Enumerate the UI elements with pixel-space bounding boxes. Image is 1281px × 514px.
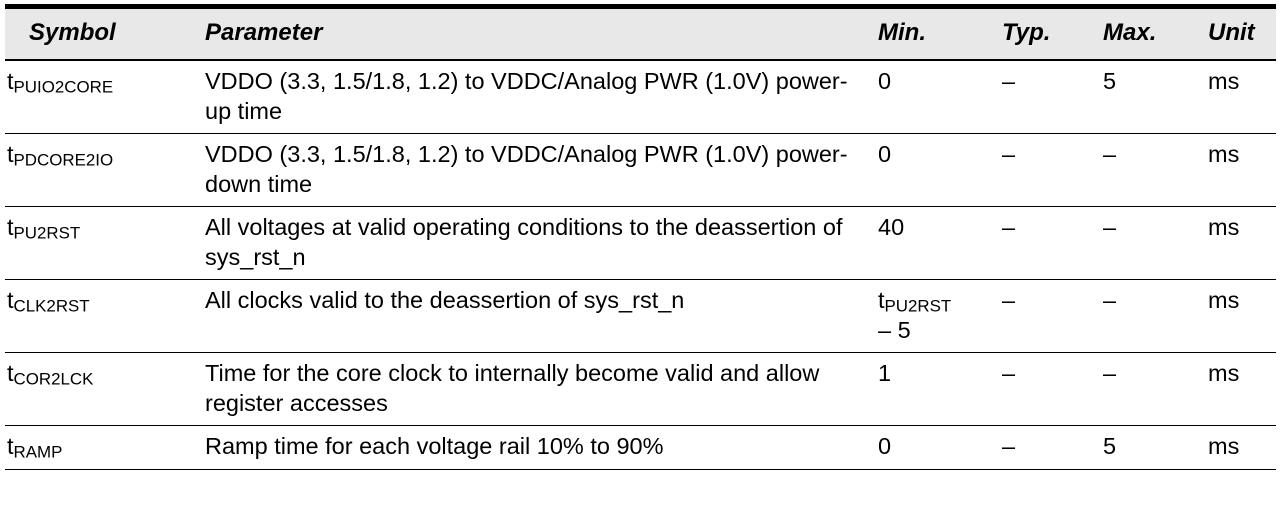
- table-row: tCOR2LCK Time for the core clock to inter…: [5, 352, 1276, 427]
- cell-min: 0: [878, 425, 1002, 471]
- symbol-subscript: PU2RST: [884, 296, 952, 316]
- cell-max: –: [1103, 279, 1208, 354]
- cell-max: –: [1103, 206, 1208, 280]
- cell-parameter: Ramp time for each voltage rail 10% to 9…: [205, 425, 878, 471]
- cell-typ: –: [1002, 279, 1103, 354]
- timing-parameters-table: Symbol Parameter Min. Typ. Max. Unit tPUIO2CO…: [5, 3, 1276, 471]
- cell-symbol: tPDCORE2IO: [5, 133, 205, 207]
- timing-table-container: Symbol Parameter Min. Typ. Max. Unit tPUIO2CO…: [5, 3, 1276, 471]
- column-header-unit: Unit: [1208, 3, 1276, 61]
- cell-unit: ms: [1208, 133, 1276, 207]
- symbol-subscript: COR2LCK: [13, 370, 94, 390]
- table-body: tPUIO2CORE VDDO (3.3, 1.5/1.8, 1.2) to VD…: [5, 59, 1276, 471]
- cell-symbol: tCLK2RST: [5, 279, 205, 354]
- cell-symbol: tRAMP: [5, 425, 205, 471]
- symbol-base: t: [7, 213, 14, 240]
- cell-unit: ms: [1208, 59, 1276, 134]
- table-row: tPU2RST All voltages at valid operating c…: [5, 206, 1276, 280]
- cell-parameter: VDDO (3.3, 1.5/1.8, 1.2) to VDDC/Analog …: [205, 59, 878, 134]
- symbol-base: t: [7, 140, 14, 167]
- symbol-base: t: [878, 286, 885, 313]
- cell-max: 5: [1103, 425, 1208, 471]
- value-second-line: – 5: [878, 317, 911, 344]
- symbol-subscript: PDCORE2IO: [13, 150, 114, 170]
- symbol-base: t: [7, 67, 14, 94]
- cell-parameter: VDDO (3.3, 1.5/1.8, 1.2) to VDDC/Analog …: [205, 133, 878, 207]
- cell-max: 5: [1103, 59, 1208, 134]
- column-header-symbol: Symbol: [5, 3, 205, 61]
- symbol-subscript: PU2RST: [13, 223, 81, 243]
- cell-typ: –: [1002, 425, 1103, 471]
- cell-parameter: Time for the core clock to internally be…: [205, 352, 878, 427]
- cell-min: 0: [878, 59, 1002, 134]
- cell-parameter: All voltages at valid operating conditio…: [205, 206, 878, 280]
- column-header-min: Min.: [878, 3, 1002, 61]
- cell-unit: ms: [1208, 352, 1276, 427]
- table-row: tCLK2RST All clocks valid to the deassert…: [5, 279, 1276, 354]
- cell-max: –: [1103, 352, 1208, 427]
- cell-parameter: All clocks valid to the deassertion of s…: [205, 279, 878, 354]
- cell-typ: –: [1002, 206, 1103, 280]
- cell-min: tPU2RST – 5: [878, 279, 1002, 354]
- table-row: tRAMP Ramp time for each voltage rail 10%…: [5, 425, 1276, 471]
- cell-unit: ms: [1208, 425, 1276, 471]
- table-row: tPDCORE2IO VDDO (3.3, 1.5/1.8, 1.2) to VD…: [5, 133, 1276, 207]
- cell-unit: ms: [1208, 279, 1276, 354]
- cell-typ: –: [1002, 352, 1103, 427]
- column-header-max: Max.: [1103, 3, 1208, 61]
- symbol-base: t: [7, 286, 14, 313]
- cell-min: 0: [878, 133, 1002, 207]
- column-header-parameter: Parameter: [205, 3, 878, 61]
- symbol-subscript: PUIO2CORE: [13, 77, 114, 97]
- cell-symbol: tPUIO2CORE: [5, 59, 205, 134]
- cell-min: 40: [878, 206, 1002, 280]
- column-header-typ: Typ.: [1002, 3, 1103, 61]
- table-row: tPUIO2CORE VDDO (3.3, 1.5/1.8, 1.2) to VD…: [5, 59, 1276, 134]
- cell-symbol: tPU2RST: [5, 206, 205, 280]
- cell-typ: –: [1002, 133, 1103, 207]
- table-header: Symbol Parameter Min. Typ. Max. Unit: [5, 3, 1276, 61]
- cell-max: –: [1103, 133, 1208, 207]
- symbol-subscript: CLK2RST: [13, 296, 90, 316]
- symbol-base: t: [7, 360, 14, 387]
- cell-typ: –: [1002, 59, 1103, 134]
- symbol-subscript: RAMP: [13, 443, 63, 463]
- cell-symbol: tCOR2LCK: [5, 352, 205, 427]
- table-header-row: Symbol Parameter Min. Typ. Max. Unit: [5, 3, 1276, 61]
- cell-unit: ms: [1208, 206, 1276, 280]
- symbol-base: t: [7, 433, 14, 460]
- cell-min: 1: [878, 352, 1002, 427]
